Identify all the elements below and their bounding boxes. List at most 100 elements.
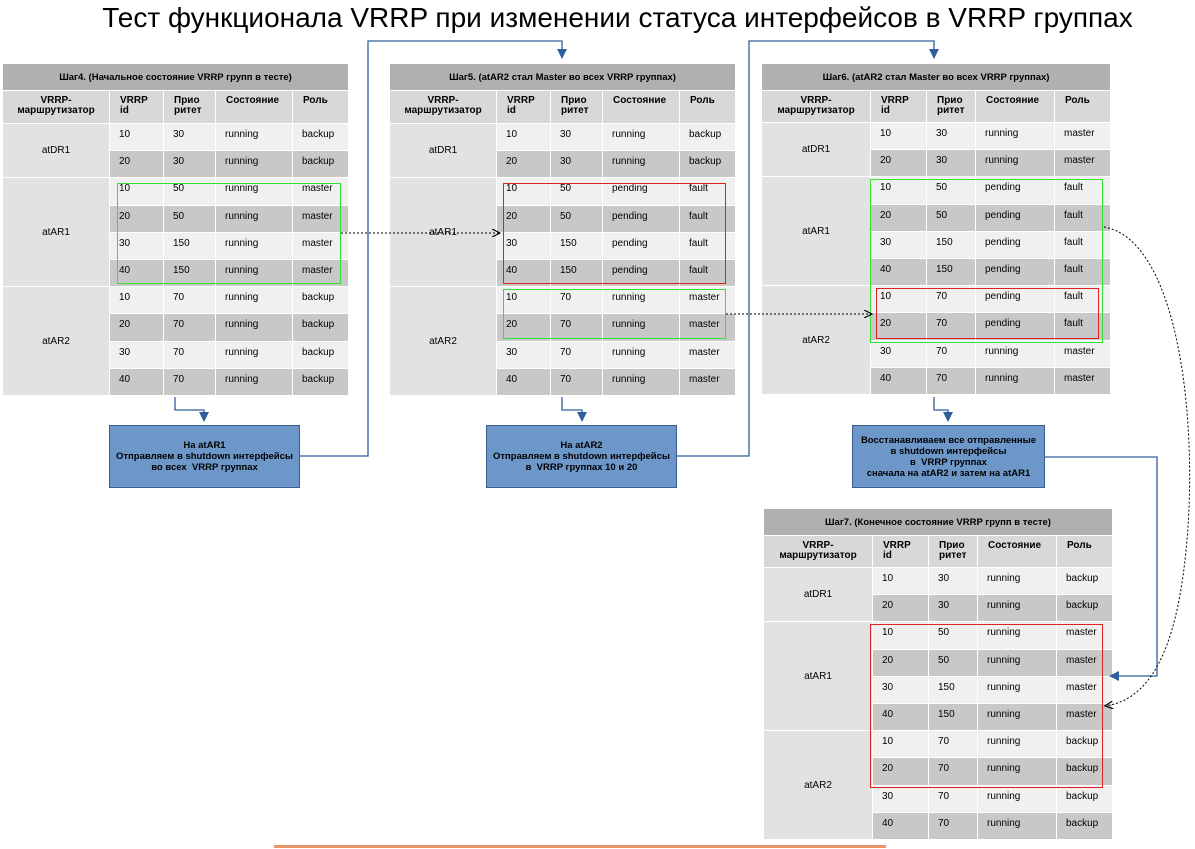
cell-state: running (977, 675, 1057, 704)
cell-prio: 70 (550, 340, 603, 369)
cell-id: 30 (870, 230, 927, 259)
cell-id: 20 (872, 594, 929, 623)
table-row: 40 70 running backup (3, 367, 350, 396)
header-router: VRRP- маршрутизатор (763, 535, 873, 568)
table-row: 20 70 running backup (764, 757, 1113, 786)
table-caption: Шаг4. (Начальное состояние VRRP групп в … (1, 63, 350, 91)
cell-id: 20 (870, 149, 927, 178)
cell-id: 20 (496, 313, 551, 342)
table-row: 20 50 running master (764, 648, 1113, 677)
header-role: Роль (678, 90, 737, 124)
cell-role: backup (291, 340, 350, 369)
table-caption: Шаг7. (Конечное состояние VRRP групп в т… (763, 508, 1113, 536)
table-row: 20 50 pending fault (390, 204, 737, 233)
cell-role: master (1056, 702, 1113, 732)
table-row: 20 30 running backup (3, 150, 350, 179)
cell-id: 20 (870, 203, 927, 232)
cell-id: 20 (496, 204, 551, 233)
cell-role: fault (1053, 312, 1112, 341)
cell-id: 20 (496, 150, 551, 179)
cell-prio: 70 (550, 367, 603, 396)
router-name: atAR2 (763, 730, 873, 840)
cell-prio: 50 (928, 648, 978, 677)
note-step6: Восстанавливаем все отправленные в shutd… (852, 425, 1045, 488)
table-row: 40 150 running master (3, 258, 350, 288)
table-row: 20 70 pending fault (762, 312, 1112, 341)
cell-prio: 70 (550, 313, 603, 342)
arrow-table4-to-note (174, 397, 209, 422)
note-step4: На atAR1 Отправляем в shutdown интерфейс… (109, 425, 300, 488)
cell-role: fault (1053, 230, 1112, 259)
router-name: atAR2 (389, 286, 497, 396)
cell-prio: 50 (928, 621, 978, 650)
cell-id: 10 (496, 286, 551, 315)
cell-role: backup (291, 150, 350, 179)
cell-role: master (291, 177, 350, 206)
cell-id: 10 (872, 566, 929, 596)
cell-prio: 70 (926, 366, 976, 395)
table-step4: Шаг4. (Начальное состояние VRRP групп в … (1, 63, 350, 396)
header-state: Состояние (975, 90, 1055, 123)
table-row: 40 150 running master (764, 702, 1113, 732)
router-name: atDR1 (761, 121, 871, 178)
header-vrrp-id: VRRP id (870, 90, 927, 123)
router-name: atAR1 (763, 621, 873, 732)
header-priority: Прио ритет (926, 90, 976, 123)
cell-role: backup (1056, 566, 1113, 596)
cell-role: backup (291, 367, 350, 396)
cell-id: 10 (109, 122, 164, 152)
cell-id: 20 (870, 312, 927, 341)
router-name: atAR2 (761, 285, 871, 395)
cell-prio: 150 (928, 702, 978, 732)
table-row: atDR1 10 30 running backup (763, 566, 1113, 623)
cell-prio: 150 (926, 230, 976, 259)
router-name: atDR1 (763, 566, 873, 623)
cell-role: master (291, 204, 350, 233)
table-row: atAR2 10 70 running backup (2, 286, 350, 396)
arrow-table6-to-note (933, 397, 953, 422)
table-row: 20 50 running master (3, 204, 350, 233)
cell-prio: 30 (163, 122, 216, 152)
cell-role: fault (1053, 176, 1112, 205)
cell-state: running (602, 150, 680, 179)
cell-id: 10 (872, 621, 929, 650)
table-step5: Шаг5. (atAR2 стал Master во всех VRRP гр… (388, 63, 737, 396)
cell-role: fault (1053, 203, 1112, 232)
header-router: VRRP- маршрутизатор (2, 90, 110, 124)
header-router: VRRP- маршрутизатор (389, 90, 497, 124)
cell-role: backup (291, 313, 350, 342)
cell-state: running (975, 339, 1055, 368)
cell-prio: 150 (163, 258, 216, 288)
cell-state: pending (975, 230, 1055, 259)
dotted-step6-to-step7 (1104, 226, 1191, 706)
cell-prio: 150 (550, 231, 603, 260)
cell-role: backup (1056, 594, 1113, 623)
cell-prio: 150 (926, 257, 976, 287)
cell-id: 10 (870, 121, 927, 151)
cell-prio: 30 (928, 594, 978, 623)
table-row: 30 70 running master (762, 339, 1112, 368)
cell-role: master (678, 367, 737, 396)
cell-state: running (215, 231, 293, 260)
cell-prio: 30 (926, 121, 976, 151)
cell-id: 10 (872, 730, 929, 759)
cell-role: master (291, 258, 350, 288)
cell-prio: 50 (550, 177, 603, 206)
cell-role: backup (1056, 811, 1113, 840)
table-row: atDR1 10 30 running master (761, 121, 1112, 178)
cell-id: 20 (109, 204, 164, 233)
cell-role: backup (1056, 730, 1113, 759)
cell-state: running (215, 150, 293, 179)
cell-prio: 70 (163, 367, 216, 396)
cell-prio: 70 (928, 757, 978, 786)
cell-state: pending (602, 231, 680, 260)
header-state: Состояние (977, 535, 1057, 568)
cell-id: 30 (109, 231, 164, 260)
table-row: atAR1 10 50 running master (763, 621, 1113, 732)
cell-prio: 70 (163, 313, 216, 342)
cell-id: 40 (496, 258, 551, 288)
cell-state: running (215, 177, 293, 206)
table-row: atAR1 10 50 pending fault (389, 177, 737, 288)
router-name: atDR1 (2, 122, 110, 179)
cell-role: backup (1056, 784, 1113, 813)
